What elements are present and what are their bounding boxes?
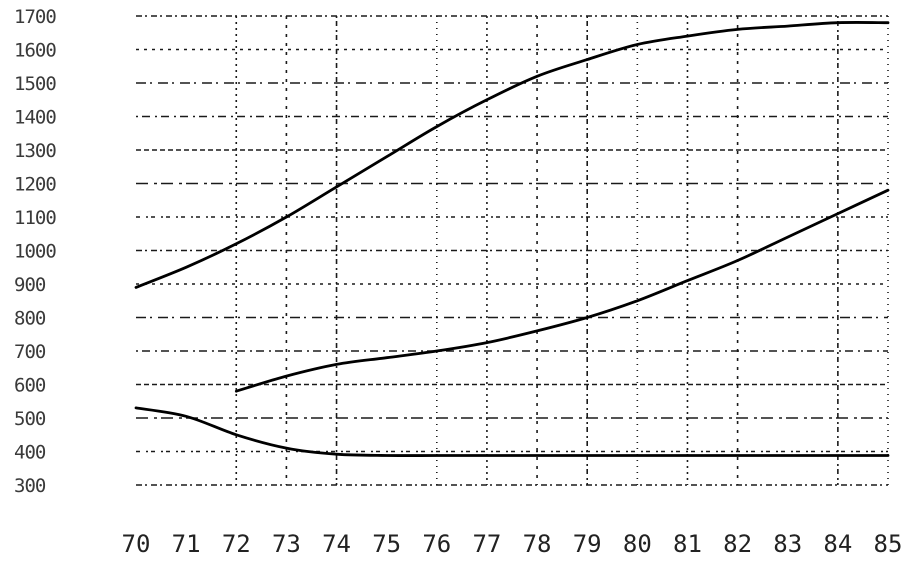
x-tick-label: 74 — [322, 530, 351, 558]
x-tick-label: 76 — [422, 530, 451, 558]
y-tick-label: 500 — [14, 408, 46, 430]
y-tick-label: 1200 — [14, 174, 56, 196]
x-tick-label: 83 — [773, 530, 802, 558]
y-tick-label: 1600 — [14, 40, 56, 62]
x-tick-label: 80 — [623, 530, 652, 558]
x-tick-label: 75 — [372, 530, 401, 558]
x-tick-label: 73 — [272, 530, 301, 558]
y-axis-ticks: 1700 1600 1500 1400 1300 1200 1100 1000 900 800 70… — [14, 6, 57, 497]
y-tick-label: 900 — [14, 274, 46, 296]
gridlines — [136, 15, 889, 486]
y-tick-label: 300 — [14, 475, 46, 497]
series-line-lower — [134, 406, 890, 457]
x-tick-label: 85 — [874, 530, 903, 558]
y-tick-label: 1700 — [14, 6, 56, 28]
x-tick-label: 70 — [122, 530, 151, 558]
series-line-upper — [134, 21, 890, 289]
y-tick-label: 700 — [14, 341, 46, 363]
x-tick-label: 78 — [523, 530, 552, 558]
x-tick-label: 77 — [472, 530, 501, 558]
x-tick-label: 84 — [823, 530, 852, 558]
x-tick-label: 71 — [172, 530, 201, 558]
y-tick-label: 800 — [14, 308, 46, 330]
y-tick-label: 1300 — [14, 140, 56, 162]
y-tick-label: 1000 — [14, 241, 56, 263]
x-tick-label: 72 — [222, 530, 251, 558]
y-tick-label: 1500 — [14, 73, 56, 95]
series-line-middle — [234, 188, 890, 393]
x-tick-label: 82 — [723, 530, 752, 558]
x-tick-label: 79 — [573, 530, 602, 558]
series-lines — [134, 21, 890, 457]
x-tick-label: 81 — [673, 530, 702, 558]
x-axis-ticks: 70 71 72 73 74 75 76 77 78 79 80 81 82 83 84 85 — [122, 530, 903, 558]
y-tick-label: 400 — [14, 442, 46, 464]
y-tick-label: 600 — [14, 375, 46, 397]
y-tick-label: 1100 — [14, 207, 56, 229]
y-tick-label: 1400 — [14, 107, 56, 129]
